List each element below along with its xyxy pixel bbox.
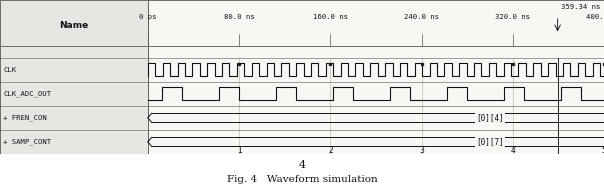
Text: [0][4]: [0][4] [476,113,504,122]
Text: 3: 3 [419,146,424,155]
Text: 4: 4 [298,160,306,170]
Text: 4: 4 [510,146,515,155]
Text: Fig. 4   Waveform simulation: Fig. 4 Waveform simulation [226,175,378,184]
Text: 5: 5 [602,146,604,155]
Text: CLK_ADC_OUT: CLK_ADC_OUT [3,90,51,97]
Bar [0,0,148,46]
Text: Name: Name [59,21,89,30]
Bar [148,0,604,46]
Text: [0][7]: [0][7] [476,137,504,146]
Bar [148,46,604,154]
Text: 359.34 ns: 359.34 ns [561,4,600,10]
Text: 240.0 ns: 240.0 ns [404,14,439,20]
Text: 80.0 ns: 80.0 ns [224,14,254,20]
Text: 2: 2 [328,146,333,155]
Text: + SAMP_CONT: + SAMP_CONT [3,139,51,145]
Text: 320.0 ns: 320.0 ns [495,14,530,20]
Bar [0,46,148,154]
Text: + FREN_CON: + FREN_CON [3,115,47,121]
Text: 1: 1 [237,146,242,155]
Text: 160.0 ns: 160.0 ns [313,14,348,20]
Text: CLK: CLK [3,67,16,73]
Text: 400.0 ns: 400.0 ns [586,14,604,20]
Text: 0 ps: 0 ps [140,14,156,20]
